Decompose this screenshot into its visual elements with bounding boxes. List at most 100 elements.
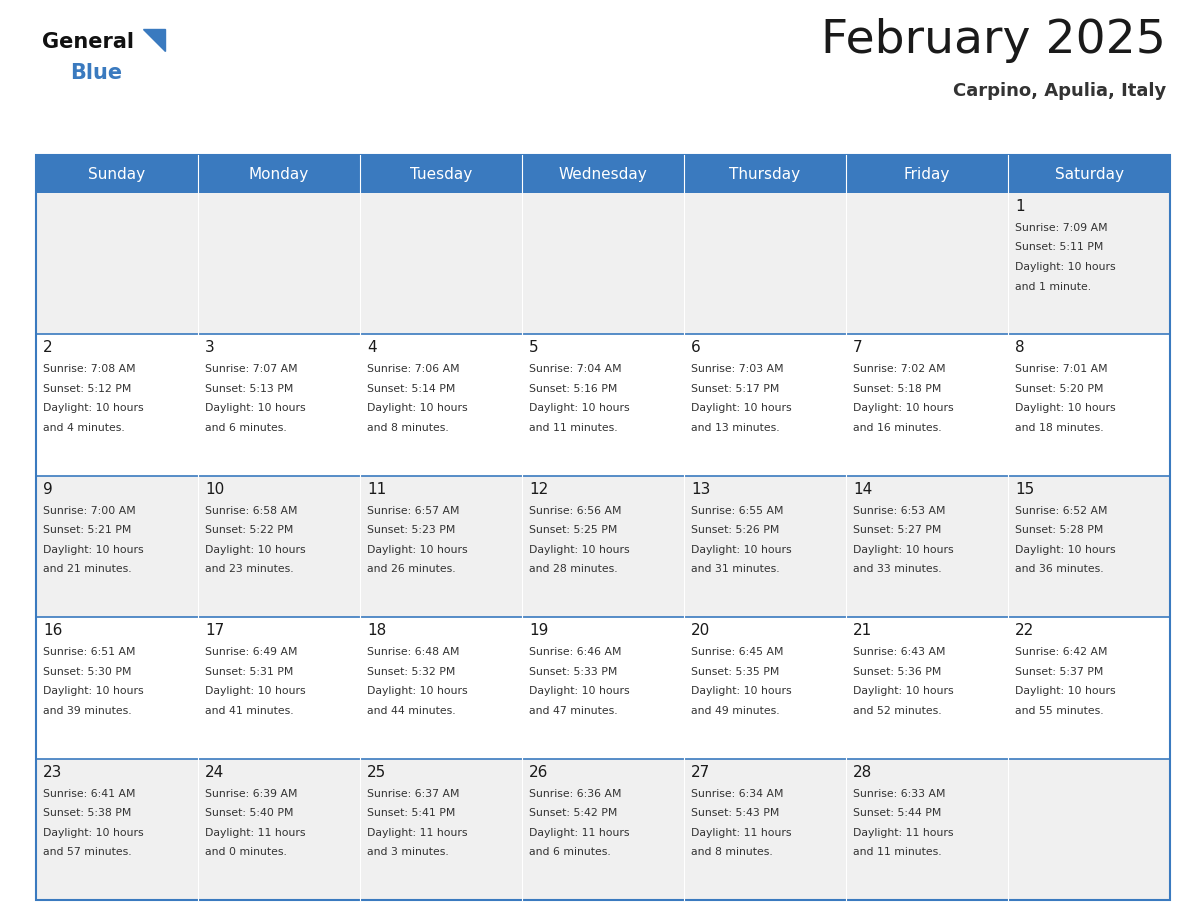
Text: Daylight: 10 hours: Daylight: 10 hours xyxy=(367,686,468,696)
Text: Sunset: 5:25 PM: Sunset: 5:25 PM xyxy=(529,525,618,535)
Text: Sunset: 5:23 PM: Sunset: 5:23 PM xyxy=(367,525,455,535)
Text: and 39 minutes.: and 39 minutes. xyxy=(43,706,132,716)
Text: Sunrise: 7:02 AM: Sunrise: 7:02 AM xyxy=(853,364,946,375)
Bar xyxy=(36,617,198,758)
Bar xyxy=(522,193,684,334)
Bar xyxy=(1007,334,1170,476)
Text: Daylight: 10 hours: Daylight: 10 hours xyxy=(853,686,954,696)
Bar xyxy=(522,758,684,900)
Bar xyxy=(522,617,684,758)
Bar xyxy=(198,617,360,758)
Text: Sunset: 5:16 PM: Sunset: 5:16 PM xyxy=(529,384,618,394)
Bar xyxy=(684,758,846,900)
Text: and 52 minutes.: and 52 minutes. xyxy=(853,706,942,716)
Text: and 4 minutes.: and 4 minutes. xyxy=(43,423,125,433)
Text: 14: 14 xyxy=(853,482,872,497)
Text: Wednesday: Wednesday xyxy=(558,166,647,182)
Bar xyxy=(846,758,1007,900)
Text: Sunrise: 6:58 AM: Sunrise: 6:58 AM xyxy=(206,506,297,516)
Text: Sunset: 5:40 PM: Sunset: 5:40 PM xyxy=(206,808,293,818)
Bar xyxy=(1007,758,1170,900)
Text: Daylight: 10 hours: Daylight: 10 hours xyxy=(206,686,305,696)
Text: and 44 minutes.: and 44 minutes. xyxy=(367,706,456,716)
Text: Sunset: 5:30 PM: Sunset: 5:30 PM xyxy=(43,666,132,677)
Text: and 16 minutes.: and 16 minutes. xyxy=(853,423,942,433)
Text: 2: 2 xyxy=(43,341,52,355)
Bar xyxy=(36,155,1170,900)
Text: Sunset: 5:22 PM: Sunset: 5:22 PM xyxy=(206,525,293,535)
Text: Sunset: 5:28 PM: Sunset: 5:28 PM xyxy=(1015,525,1104,535)
Text: and 18 minutes.: and 18 minutes. xyxy=(1015,423,1104,433)
Text: Daylight: 10 hours: Daylight: 10 hours xyxy=(529,544,630,554)
Text: Daylight: 11 hours: Daylight: 11 hours xyxy=(853,828,954,837)
Text: 15: 15 xyxy=(1015,482,1035,497)
Text: and 13 minutes.: and 13 minutes. xyxy=(691,423,779,433)
Text: Sunset: 5:17 PM: Sunset: 5:17 PM xyxy=(691,384,779,394)
Bar xyxy=(1007,193,1170,334)
Text: Daylight: 10 hours: Daylight: 10 hours xyxy=(1015,403,1116,413)
Text: and 0 minutes.: and 0 minutes. xyxy=(206,847,286,857)
Text: Daylight: 10 hours: Daylight: 10 hours xyxy=(1015,262,1116,272)
Text: 23: 23 xyxy=(43,765,63,779)
Text: and 3 minutes.: and 3 minutes. xyxy=(367,847,449,857)
Text: Sunrise: 6:52 AM: Sunrise: 6:52 AM xyxy=(1015,506,1107,516)
Bar xyxy=(198,476,360,617)
Bar xyxy=(36,334,198,476)
Text: 1: 1 xyxy=(1015,199,1024,214)
Text: Sunset: 5:38 PM: Sunset: 5:38 PM xyxy=(43,808,132,818)
Text: Daylight: 10 hours: Daylight: 10 hours xyxy=(206,403,305,413)
Text: Daylight: 11 hours: Daylight: 11 hours xyxy=(367,828,468,837)
Text: Daylight: 10 hours: Daylight: 10 hours xyxy=(529,403,630,413)
Text: Sunrise: 6:53 AM: Sunrise: 6:53 AM xyxy=(853,506,946,516)
Text: 12: 12 xyxy=(529,482,548,497)
Bar xyxy=(360,155,522,193)
Text: Sunrise: 6:48 AM: Sunrise: 6:48 AM xyxy=(367,647,460,657)
Text: Sunrise: 7:03 AM: Sunrise: 7:03 AM xyxy=(691,364,784,375)
Bar xyxy=(360,617,522,758)
Text: and 57 minutes.: and 57 minutes. xyxy=(43,847,132,857)
Bar xyxy=(36,193,198,334)
Text: Sunset: 5:43 PM: Sunset: 5:43 PM xyxy=(691,808,779,818)
Bar xyxy=(684,193,846,334)
Text: 22: 22 xyxy=(1015,623,1035,638)
Text: and 33 minutes.: and 33 minutes. xyxy=(853,565,942,575)
Text: Daylight: 10 hours: Daylight: 10 hours xyxy=(691,686,791,696)
Bar xyxy=(198,334,360,476)
Text: Sunset: 5:36 PM: Sunset: 5:36 PM xyxy=(853,666,941,677)
Text: Sunrise: 6:49 AM: Sunrise: 6:49 AM xyxy=(206,647,297,657)
Text: and 36 minutes.: and 36 minutes. xyxy=(1015,565,1104,575)
Text: Tuesday: Tuesday xyxy=(410,166,472,182)
Bar xyxy=(198,193,360,334)
Text: Blue: Blue xyxy=(70,63,122,83)
Text: 17: 17 xyxy=(206,623,225,638)
Text: Sunset: 5:41 PM: Sunset: 5:41 PM xyxy=(367,808,455,818)
Text: Sunrise: 7:04 AM: Sunrise: 7:04 AM xyxy=(529,364,621,375)
Text: Sunset: 5:11 PM: Sunset: 5:11 PM xyxy=(1015,242,1104,252)
Text: and 6 minutes.: and 6 minutes. xyxy=(206,423,286,433)
Bar xyxy=(684,155,846,193)
Bar xyxy=(36,476,198,617)
Text: 20: 20 xyxy=(691,623,710,638)
Polygon shape xyxy=(143,29,165,51)
Text: Sunrise: 6:55 AM: Sunrise: 6:55 AM xyxy=(691,506,784,516)
Text: 25: 25 xyxy=(367,765,386,779)
Text: 28: 28 xyxy=(853,765,872,779)
Text: Daylight: 10 hours: Daylight: 10 hours xyxy=(367,403,468,413)
Text: and 47 minutes.: and 47 minutes. xyxy=(529,706,618,716)
Text: Daylight: 10 hours: Daylight: 10 hours xyxy=(691,544,791,554)
Bar xyxy=(36,155,198,193)
Text: 16: 16 xyxy=(43,623,63,638)
Text: and 11 minutes.: and 11 minutes. xyxy=(853,847,942,857)
Bar xyxy=(522,334,684,476)
Text: Sunset: 5:27 PM: Sunset: 5:27 PM xyxy=(853,525,941,535)
Text: 10: 10 xyxy=(206,482,225,497)
Text: Sunset: 5:33 PM: Sunset: 5:33 PM xyxy=(529,666,618,677)
Text: Daylight: 11 hours: Daylight: 11 hours xyxy=(529,828,630,837)
Text: Sunset: 5:31 PM: Sunset: 5:31 PM xyxy=(206,666,293,677)
Bar xyxy=(846,617,1007,758)
Text: Daylight: 10 hours: Daylight: 10 hours xyxy=(206,544,305,554)
Bar xyxy=(846,334,1007,476)
Text: 13: 13 xyxy=(691,482,710,497)
Text: 9: 9 xyxy=(43,482,52,497)
Text: Sunrise: 7:06 AM: Sunrise: 7:06 AM xyxy=(367,364,460,375)
